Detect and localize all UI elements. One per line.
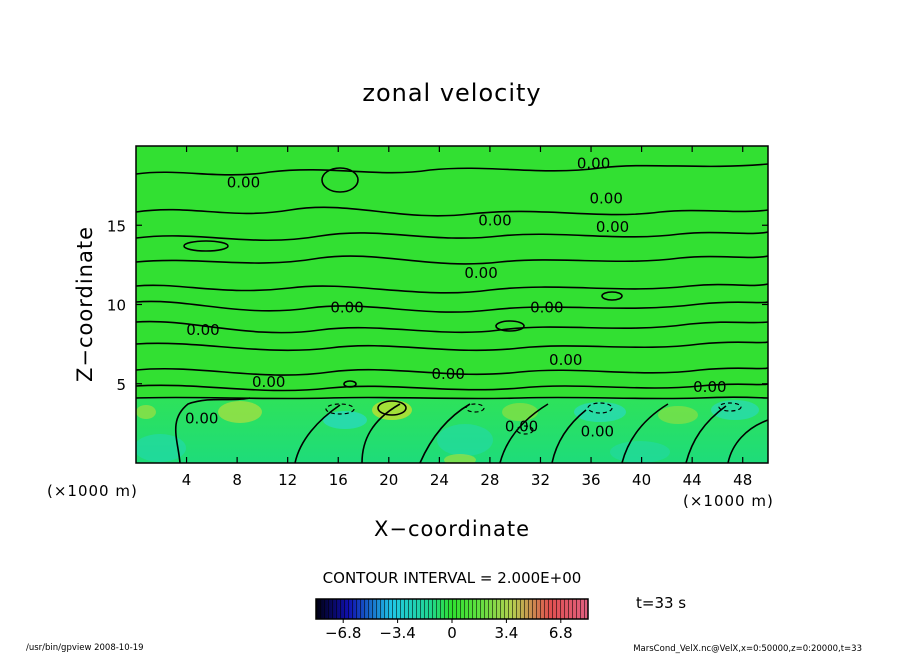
colorbar-tick-label: −6.8 xyxy=(325,624,361,642)
y-axis: 5 10 15 xyxy=(107,217,768,394)
colorbar: −6.8 −3.4 0 3.4 6.8 xyxy=(315,598,589,642)
x-tick-label: 12 xyxy=(278,471,297,489)
contour-label: 0.00 xyxy=(577,154,610,172)
cyan-patch xyxy=(610,441,670,463)
contour-label: 0.00 xyxy=(186,321,219,339)
footer-right: MarsCond_VelX.nc@VelX,x=0:50000,z=0:2000… xyxy=(633,644,862,654)
cyan-patch xyxy=(574,402,626,422)
colorbar-tick-label: 3.4 xyxy=(494,624,518,642)
x-tick-label: 36 xyxy=(581,471,600,489)
colorbar-tick-label: 6.8 xyxy=(549,624,573,642)
x-tick-label: 8 xyxy=(232,471,242,489)
yellow-patch xyxy=(136,405,156,419)
x-axis-title: X−coordinate xyxy=(374,517,530,541)
y-axis-title: Z−coordinate xyxy=(73,226,97,382)
contour-label: 0.00 xyxy=(432,365,465,383)
x-tick-label: 44 xyxy=(683,471,702,489)
contour-label: 0.00 xyxy=(478,211,511,229)
contour-label: 0.00 xyxy=(549,351,582,369)
contour-label: 0.00 xyxy=(590,189,623,207)
contour-lines xyxy=(136,163,768,463)
x-tick-label: 24 xyxy=(430,471,449,489)
x-tick-label: 20 xyxy=(379,471,398,489)
contour-label: 0.00 xyxy=(464,264,497,282)
yellow-patch xyxy=(218,401,262,423)
contour-label: 0.00 xyxy=(252,373,285,391)
x-unit-left: (×1000 m) xyxy=(47,482,138,500)
x-unit-right: (×1000 m) xyxy=(683,492,774,510)
colorbar-ticks: −6.8 −3.4 0 3.4 6.8 xyxy=(325,619,573,642)
x-tick-label: 16 xyxy=(329,471,348,489)
y-tick-label: 5 xyxy=(116,376,126,394)
contour-label: 0.00 xyxy=(227,173,260,191)
contour-label: 0.00 xyxy=(505,418,538,436)
contour-interval: CONTOUR INTERVAL = 2.000E+00 xyxy=(323,569,582,587)
plot-area: 0.00 0.00 0.00 0.00 0.00 0.00 0.00 0.00 0.00 0.00… xyxy=(107,145,769,489)
cyan-patch xyxy=(323,411,367,429)
negative-contours xyxy=(325,402,742,435)
yellow-patch xyxy=(658,406,698,424)
yellow-patch xyxy=(502,403,538,421)
x-tick-label: 48 xyxy=(733,471,752,489)
cyan-patch xyxy=(437,424,493,456)
colorbar-tick-label: −3.4 xyxy=(379,624,415,642)
contour-labels: 0.00 0.00 0.00 0.00 0.00 0.00 0.00 0.00 0.00 0.00… xyxy=(185,154,727,440)
x-tick-label: 4 xyxy=(182,471,192,489)
contour-label: 0.00 xyxy=(596,218,629,236)
yellow-patch xyxy=(444,454,476,463)
colorbar-stripes xyxy=(316,599,588,619)
x-axis: 4 8 12 16 20 24 28 32 36 40 44 48 xyxy=(182,146,752,489)
x-tick-label: 28 xyxy=(480,471,499,489)
chart-title: zonal velocity xyxy=(362,79,541,107)
x-tick-label: 32 xyxy=(531,471,550,489)
contour-label: 0.00 xyxy=(330,299,363,317)
cyan-patch xyxy=(136,434,186,462)
contour-label: 0.00 xyxy=(581,422,614,440)
time-label: t=33 s xyxy=(636,594,686,612)
contour-label: 0.00 xyxy=(185,410,218,428)
y-tick-label: 15 xyxy=(107,217,126,235)
x-tick-label: 40 xyxy=(632,471,651,489)
footer-left: /usr/bin/gpview 2008-10-19 xyxy=(26,643,144,653)
contour-label: 0.00 xyxy=(693,378,726,396)
contour-label: 0.00 xyxy=(530,299,563,317)
colorbar-tick-label: 0 xyxy=(447,624,457,642)
y-tick-label: 10 xyxy=(107,297,126,315)
